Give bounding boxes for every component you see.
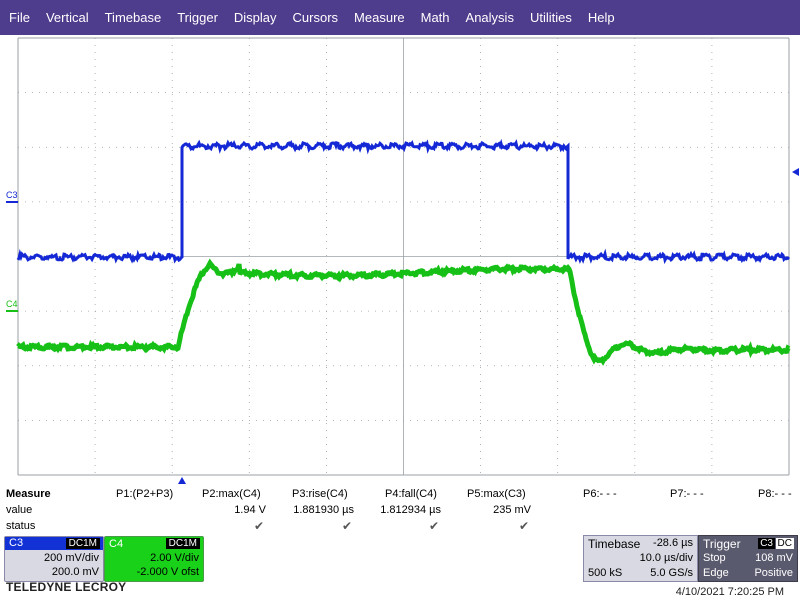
measure-param-value-2: 1.94 V: [234, 504, 266, 516]
measure-param-value-4: 1.812934 µs: [380, 504, 441, 516]
c3-offset: 200.0 mV: [51, 566, 99, 578]
timebase-sample-rate: 5.0 GS/s: [650, 567, 693, 579]
waveform-display[interactable]: C3 C4: [0, 35, 800, 485]
trigger-source-badge: C3: [758, 538, 775, 549]
measure-param-value-5: 235 mV: [493, 504, 531, 516]
menu-trigger[interactable]: Trigger: [177, 10, 218, 25]
status-check-icon: ✔: [429, 519, 440, 533]
c4-coupling-badge: DC1M: [165, 538, 200, 549]
trigger-coupling-badge: DC: [775, 538, 794, 549]
trigger-descriptor[interactable]: Trigger C3 DC Stop 108 mV Edge Positive: [698, 535, 798, 582]
measure-param-label-3[interactable]: P3:rise(C4): [292, 488, 348, 500]
menu-file[interactable]: File: [9, 10, 30, 25]
measure-param-label-1[interactable]: P1:(P2+P3): [116, 488, 174, 500]
measure-param-label-5[interactable]: P5:max(C3): [467, 488, 526, 500]
c3-trace: [16, 138, 791, 265]
trigger-label: Trigger: [703, 537, 741, 551]
status-check-icon: ✔: [519, 519, 530, 533]
timebase-delay: -28.6 µs: [653, 537, 693, 549]
c4-channel-descriptor[interactable]: C4 DC1M 2.00 V/div -2.000 V ofst: [104, 536, 204, 582]
trigger-slope: Positive: [754, 567, 793, 579]
graticule: [17, 37, 790, 476]
c4-volts-per-div: 2.00 V/div: [150, 552, 199, 564]
c4-trace: [16, 258, 791, 366]
c3-descriptor-header: C3 DC1M: [5, 537, 103, 550]
timestamp: 4/10/2021 7:20:25 PM: [675, 586, 784, 598]
trigger-mode: Stop: [703, 552, 726, 564]
measure-param-label-8[interactable]: P8:- - -: [758, 488, 792, 500]
menu-display[interactable]: Display: [233, 10, 277, 25]
trigger-level: 108 mV: [755, 552, 793, 564]
c4-ground-label: C4: [6, 299, 18, 309]
menu-bar: File Vertical Timebase Trigger Display Cursor…: [0, 0, 800, 35]
status-row-label: status: [6, 520, 36, 532]
timebase-label: Timebase: [588, 537, 641, 551]
measure-param-label-4[interactable]: P4:fall(C4): [385, 488, 437, 500]
c3-descriptor-name: C3: [9, 537, 24, 549]
menu-vertical[interactable]: Vertical: [45, 10, 89, 25]
status-check-icon: ✔: [342, 519, 353, 533]
trigger-position-marker[interactable]: [178, 477, 186, 484]
measure-param-label-7[interactable]: P7:- - -: [670, 488, 704, 500]
c3-coupling-badge: DC1M: [65, 538, 100, 549]
c4-offset: -2.000 V ofst: [136, 566, 199, 578]
timebase-samples: 500 kS: [588, 567, 623, 579]
menu-cursors[interactable]: Cursors: [292, 10, 339, 25]
measure-title: Measure: [6, 488, 51, 500]
measure-table: Measure value status P1:(P2+P3) P2:max(C4…: [0, 485, 800, 535]
menu-timebase[interactable]: Timebase: [104, 10, 162, 25]
value-row-label: value: [6, 504, 33, 516]
measure-param-label-6[interactable]: P6:- - -: [583, 488, 617, 500]
measure-param-value-3: 1.881930 µs: [293, 504, 354, 516]
trigger-level-marker[interactable]: [792, 168, 799, 176]
brand-logo: TELEDYNE LECROY: [6, 580, 127, 594]
menu-utilities[interactable]: Utilities: [529, 10, 572, 25]
timebase-descriptor[interactable]: Timebase -28.6 µs 10.0 µs/div 500 kS 5.0…: [583, 535, 698, 582]
measure-param-label-2[interactable]: P2:max(C4): [202, 488, 261, 500]
menu-help[interactable]: Help: [587, 10, 615, 25]
menu-math[interactable]: Math: [420, 10, 450, 25]
timebase-time-per-div: 10.0 µs/div: [639, 552, 693, 564]
trigger-type: Edge: [703, 567, 729, 579]
c3-channel-descriptor[interactable]: C3 DC1M 200 mV/div 200.0 mV: [4, 536, 104, 582]
c3-ground-label: C3: [6, 190, 18, 200]
menu-measure[interactable]: Measure: [354, 10, 405, 25]
menu-analysis[interactable]: Analysis: [465, 10, 514, 25]
status-check-icon: ✔: [254, 519, 265, 533]
c3-volts-per-div: 200 mV/div: [43, 552, 99, 564]
c4-descriptor-name: C4: [109, 538, 124, 550]
